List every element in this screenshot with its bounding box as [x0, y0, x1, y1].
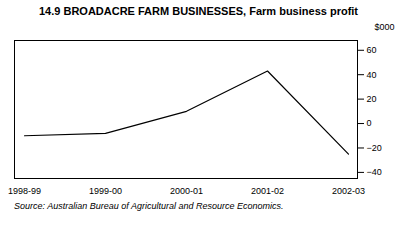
html-text:Source: Australian Bureau of A: Source: Australian Bureau of Agricultura…	[14, 201, 284, 211]
svg-text:2000-01: 2000-01	[170, 186, 203, 196]
svg-text:1999-00: 1999-00	[89, 186, 122, 196]
svg-text:$000: $000	[374, 22, 394, 32]
svg-text:−20: −20	[367, 143, 382, 153]
svg-text:−40: −40	[367, 167, 382, 177]
svg-text:20: 20	[367, 94, 377, 104]
svg-text:0: 0	[367, 118, 372, 128]
svg-text:2001-02: 2001-02	[251, 186, 284, 196]
svg-text:60: 60	[367, 45, 377, 55]
svg-text:1998-99: 1998-99	[8, 186, 41, 196]
svg-text:40: 40	[367, 70, 377, 80]
svg-text:2002-03: 2002-03	[332, 186, 365, 196]
html-text:14.9 BROADACRE FARM BUSINESSES: 14.9 BROADACRE FARM BUSINESSES, Farm bus…	[39, 5, 358, 17]
